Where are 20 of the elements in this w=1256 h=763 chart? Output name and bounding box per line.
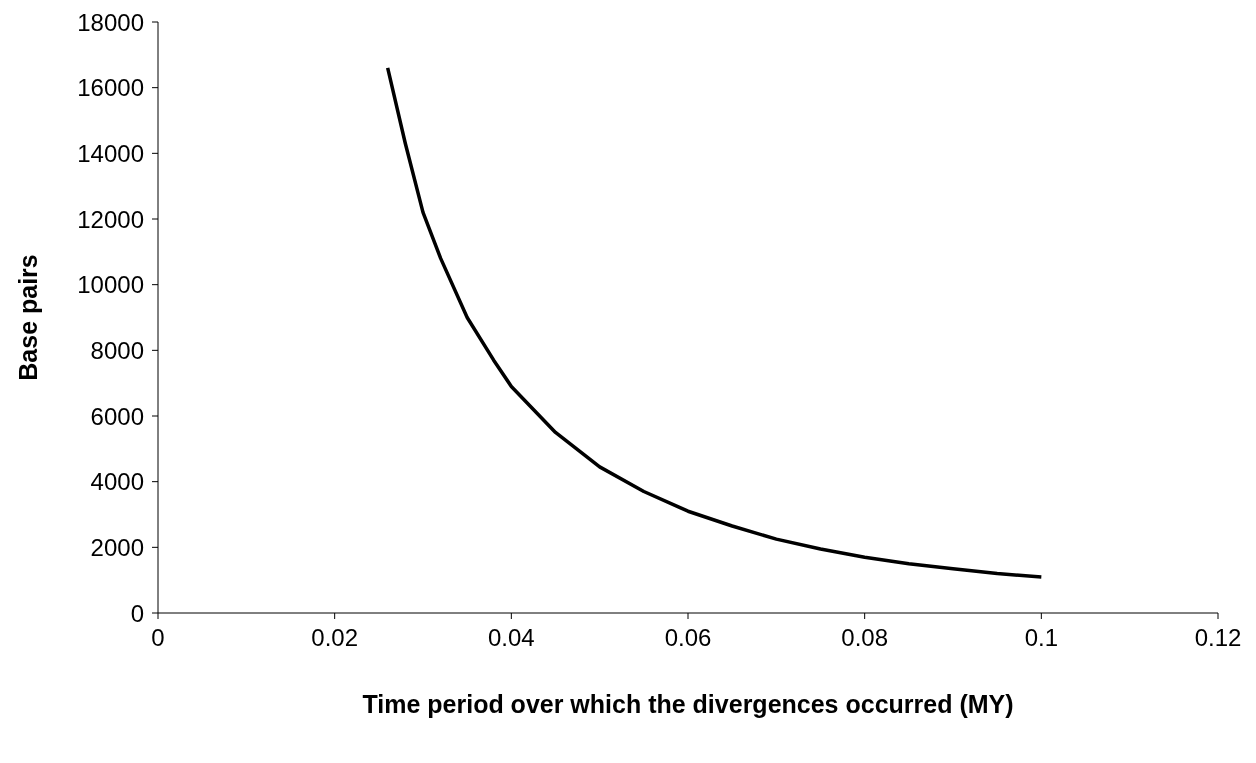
y-axis-title: Base pairs [13, 254, 42, 381]
y-tick-label: 0 [130, 599, 144, 627]
y-tick-label: 6000 [90, 402, 144, 430]
x-tick-label: 0.06 [664, 624, 712, 652]
line-series [385, 66, 1044, 579]
y-tick-label: 16000 [77, 74, 144, 102]
y-tick-label: 14000 [77, 139, 144, 167]
x-tick-label: 0.02 [311, 624, 359, 652]
x-tick-label: 0.08 [841, 624, 889, 652]
y-tick-label: 4000 [90, 468, 144, 496]
x-tick-label: 0.12 [1194, 624, 1242, 652]
y-tick-label: 10000 [77, 271, 144, 299]
y-tick-label: 8000 [90, 336, 144, 364]
x-tick-label: 0 [151, 624, 165, 652]
y-tick-label: 18000 [77, 8, 144, 36]
x-tick-label: 0.04 [487, 624, 535, 652]
y-tick-label: 12000 [77, 205, 144, 233]
x-tick-label: 0.1 [1024, 624, 1059, 652]
y-tick-label: 2000 [90, 533, 144, 561]
x-axis-title: Time period over which the divergences occurred (MY) [362, 690, 1014, 718]
